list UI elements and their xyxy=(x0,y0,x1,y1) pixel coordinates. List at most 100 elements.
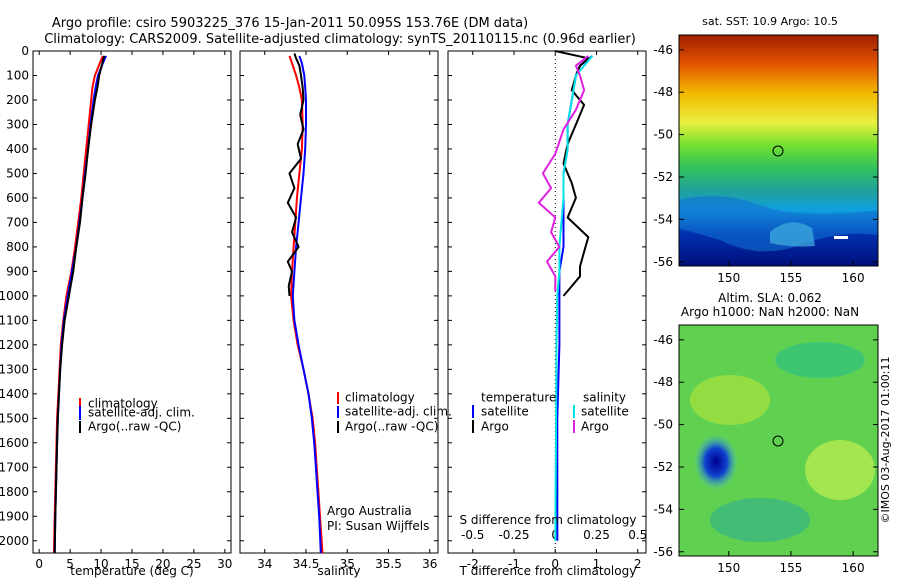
lat-tick-label: -48 xyxy=(653,375,673,389)
depth-tick-label: 900 xyxy=(6,264,29,278)
salinity-plot-frame xyxy=(239,50,439,554)
lat-tick-label: -52 xyxy=(653,170,673,184)
x-tick-label: 1 xyxy=(593,557,601,571)
legend-temperature-heading: temperature xyxy=(481,391,556,405)
lat-tick-label: -52 xyxy=(653,460,673,474)
x-tick-label: 20 xyxy=(155,557,170,571)
lon-tick-label: 155 xyxy=(779,561,802,575)
x-tick-label: -1 xyxy=(508,557,520,571)
depth-tick-label: 1700 xyxy=(0,460,29,474)
temperature-legend: climatology satellite-adj. clim. Argo(..… xyxy=(79,397,195,434)
s-difference-axis-label: S difference from climatology xyxy=(460,513,637,527)
series-line-2 xyxy=(53,55,107,554)
sla-patch xyxy=(805,440,875,500)
depth-tick-label: 1300 xyxy=(0,362,29,376)
sla-patch xyxy=(710,498,810,542)
lat-tick-label: -50 xyxy=(653,128,673,142)
sst-map: -46 -48 -50 -52 -54 -56 150 155 160 xyxy=(653,34,879,285)
x-tick-label: 25 xyxy=(186,557,201,571)
depth-tick-label: 0 xyxy=(21,44,29,58)
depth-tick-label: 1500 xyxy=(0,411,29,425)
credit-line2: PI: Susan Wijffels xyxy=(327,519,429,533)
difference-plot-frame xyxy=(447,50,647,554)
x-tick-label: -2 xyxy=(467,557,479,571)
sst-eddy xyxy=(770,222,815,247)
depth-tick-label: 1100 xyxy=(0,313,29,327)
sla-patch xyxy=(690,375,770,425)
sst-land-mark xyxy=(834,236,848,239)
lon-tick-label: 155 xyxy=(779,271,802,285)
depth-tick-label: 100 xyxy=(6,68,29,82)
depth-tick-label: 300 xyxy=(6,117,29,131)
series-line-2 xyxy=(291,55,322,554)
lon-tick-label: 150 xyxy=(717,271,740,285)
x-tick-label: 0 xyxy=(35,557,43,571)
legend-climatology-label: climatology xyxy=(345,391,415,405)
sla-low-eddy xyxy=(694,434,738,490)
sst-title: sat. SST: 10.9 Argo: 10.5 xyxy=(702,15,838,28)
sst-frame xyxy=(678,34,879,267)
sst-front xyxy=(679,196,878,252)
depth-tick-label: 1200 xyxy=(0,338,29,352)
title-line2: Climatology: CARS2009. Satellite-adjuste… xyxy=(44,32,636,47)
legend-argo-label: Argo(..raw -QC) xyxy=(345,420,438,434)
lon-tick-label: 150 xyxy=(717,561,740,575)
legend-satellite-label: satellite-adj. clim. xyxy=(345,405,452,419)
sst-axes: -46 -48 -50 -52 -54 -56 150 155 160 xyxy=(653,43,878,285)
sla-patch xyxy=(775,342,865,378)
depth-tick-label: 1800 xyxy=(0,485,29,499)
depth-tick-label: 800 xyxy=(6,240,29,254)
series-line-4 xyxy=(537,55,589,291)
title-line1: Argo profile: csiro 5903225_376 15-Jan-2… xyxy=(52,16,528,31)
sla-title2: Argo h1000: NaN h2000: NaN xyxy=(681,305,859,319)
x-tick-label: 15 xyxy=(124,557,139,571)
sla-title1: Altim. SLA: 0.062 xyxy=(718,291,822,305)
difference-legend: temperature salinity satellite satellite… xyxy=(472,391,629,434)
legend-satellite-label: satellite-adj. clim. xyxy=(88,406,195,420)
salinity-legend: climatology satellite-adj. clim. Argo(..… xyxy=(327,391,452,534)
depth-axis: 0 100 200 300 400 500 600 700 800 900 1000 1100 1200… xyxy=(0,44,37,548)
x-axis-label: temperature (deg C) xyxy=(70,564,193,578)
lat-tick-label: -46 xyxy=(653,43,673,57)
x-tick-label: 34 xyxy=(257,557,272,571)
depth-tick-label: 200 xyxy=(6,93,29,107)
series-line-1 xyxy=(53,55,104,554)
series-line-3 xyxy=(554,55,594,541)
depth-tick-label: 1000 xyxy=(0,289,29,303)
x-tick-label: 35.5 xyxy=(375,557,402,571)
sla-map: -46 -48 -50 -52 -54 -56 150 155 160 xyxy=(653,324,879,575)
legend-s-satellite-label: satellite xyxy=(581,405,629,419)
lat-tick-label: -56 xyxy=(653,545,673,559)
legend-argo-label: Argo(..raw -QC) xyxy=(88,420,181,434)
x-tick-label: 2 xyxy=(634,557,642,571)
salinity-plot: 34 34.5 35 35.5 36 salinity xyxy=(240,50,438,578)
argo-position-marker xyxy=(772,435,784,447)
depth-tick-label: 1600 xyxy=(0,436,29,450)
depth-tick-label: 500 xyxy=(6,166,29,180)
argo-position-marker xyxy=(772,145,784,157)
x-tick-label: 5 xyxy=(66,557,74,571)
lon-tick-label: 160 xyxy=(842,271,865,285)
lon-tick-label: 160 xyxy=(842,561,865,575)
t-difference-axis-label: T difference from climatology xyxy=(459,564,637,578)
sla-frame xyxy=(678,324,879,557)
lat-tick-label: -50 xyxy=(653,418,673,432)
depth-tick-label: 2000 xyxy=(0,534,29,548)
lat-tick-label: -54 xyxy=(653,212,673,226)
x2-tick-label: -0.5 xyxy=(461,528,484,542)
credit-line1: Argo Australia xyxy=(327,504,412,518)
x-tick-label: 36 xyxy=(422,557,437,571)
legend-salinity-heading: salinity xyxy=(583,391,626,405)
legend-s-argo-label: Argo xyxy=(581,420,609,434)
x-axis-label: salinity xyxy=(317,564,360,578)
x2-tick-label: -0.25 xyxy=(498,528,529,542)
lat-tick-label: -54 xyxy=(653,502,673,516)
x-tick-label: 10 xyxy=(93,557,108,571)
watermark: ©IMOS 03-Aug-2017 01:00:11 xyxy=(879,357,892,524)
series-line-3 xyxy=(53,55,106,554)
depth-tick-label: 400 xyxy=(6,142,29,156)
x-tick-label: 0 xyxy=(551,557,559,571)
lat-tick-label: -48 xyxy=(653,85,673,99)
x2-tick-label: 0.5 xyxy=(628,528,647,542)
